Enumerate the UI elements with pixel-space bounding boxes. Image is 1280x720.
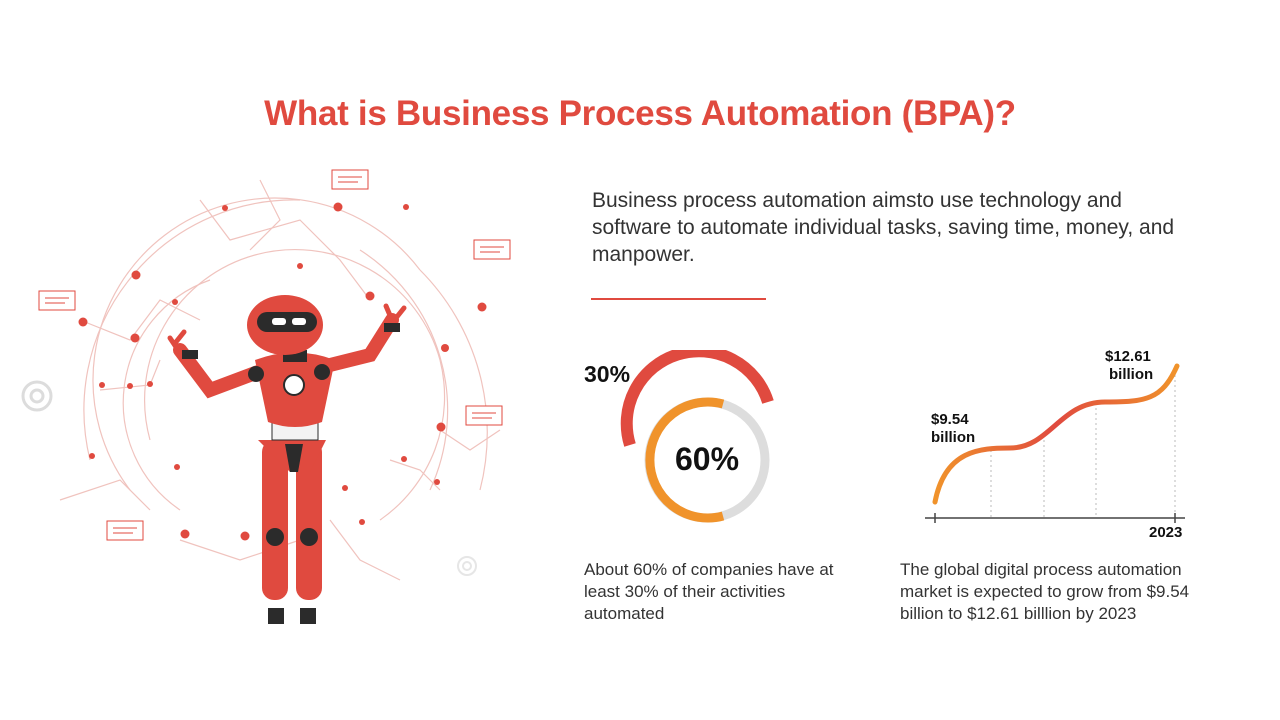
growth-line — [932, 363, 1180, 505]
page-title: What is Business Process Automation (BPA… — [264, 94, 1016, 133]
section-divider — [591, 298, 766, 300]
start-value-unit: billion — [931, 429, 975, 446]
outer-arc-30 — [620, 350, 774, 447]
automation-donut-chart: 30% 60% — [584, 350, 774, 523]
growth-caption: The global digital process automation ma… — [900, 560, 1190, 623]
donut-caption: About 60% of companies have at least 30%… — [584, 560, 834, 623]
market-growth-chart: $9.54 billion $12.61 billion 2023 — [925, 348, 1185, 541]
end-value-unit: billion — [1109, 366, 1153, 383]
gear-icon — [21, 380, 53, 412]
intro-text: Business process automation aimsto use t… — [592, 189, 1175, 266]
end-value-label: $12.61 — [1105, 348, 1151, 365]
inner-arc-60 — [645, 397, 725, 523]
inner-percent-label: 60% — [675, 441, 739, 477]
year-label: 2023 — [1149, 524, 1182, 541]
robot-illustration — [21, 169, 511, 624]
start-value-label: $9.54 — [931, 411, 969, 428]
outer-percent-label: 30% — [584, 361, 630, 387]
